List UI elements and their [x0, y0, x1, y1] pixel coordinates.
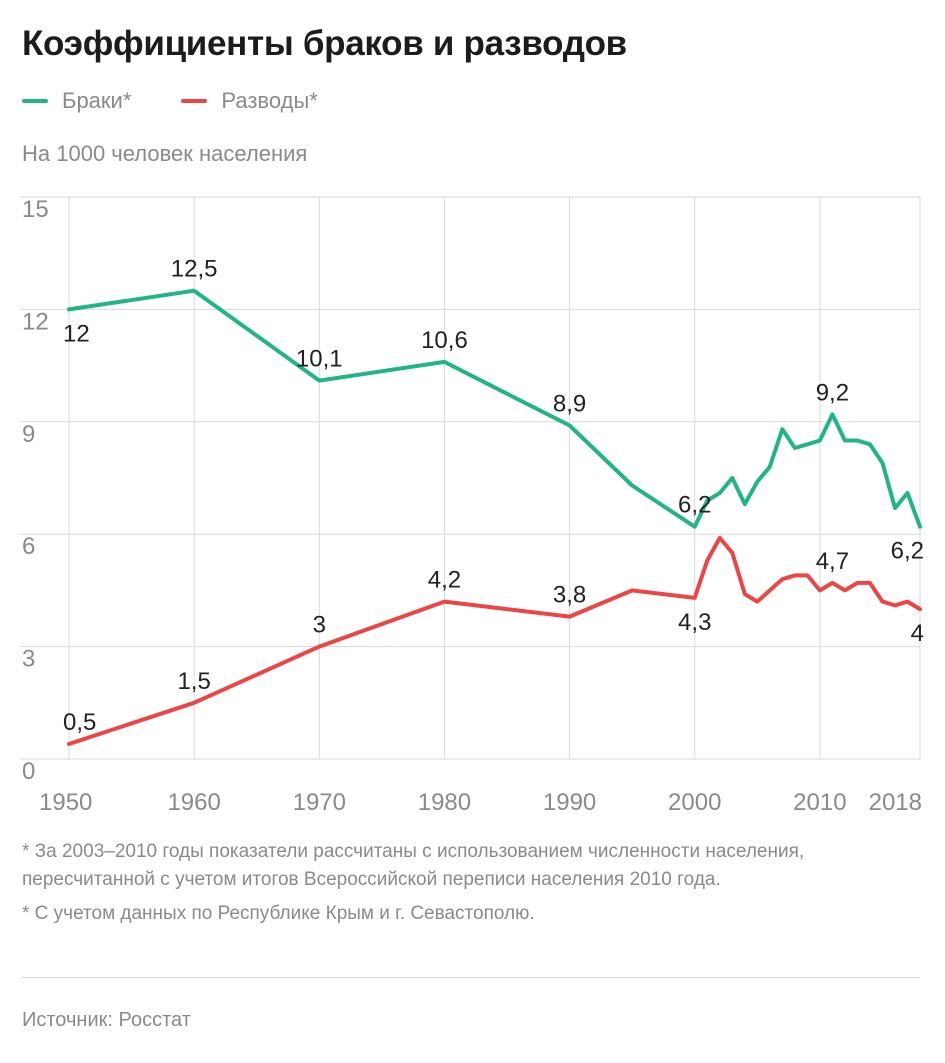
y-tick-label: 9 — [22, 421, 35, 448]
y-tick-label: 0 — [22, 758, 35, 785]
source-text: Источник: Росстат — [22, 1009, 191, 1031]
data-label: 4,7 — [816, 548, 849, 575]
line-chart: 0 3 6 9 12 15 1950 1960 1970 1980 1990 2000 2010 2018… — [20, 196, 924, 816]
series-line-marriages — [67, 288, 922, 529]
footnote-1: * За 2003–2010 годы показатели рассчитан… — [22, 841, 805, 890]
chart-title: Коэффициенты браков и разводов — [22, 24, 627, 63]
y-tick-label: 6 — [22, 533, 35, 560]
x-tick-label: 1980 — [418, 789, 471, 816]
x-tick-label: 1960 — [167, 789, 220, 816]
y-tick-label: 15 — [22, 196, 49, 223]
legend-item-marriages: Браки* — [22, 88, 131, 114]
x-tick-label: 2000 — [668, 789, 721, 816]
data-label: 8,9 — [553, 391, 586, 418]
y-tick-label: 12 — [22, 308, 49, 335]
data-label: 1,5 — [177, 668, 210, 695]
x-tick-label: 1990 — [543, 789, 596, 816]
legend-label-divorces: Разводы* — [221, 88, 318, 113]
data-label: 4,3 — [678, 609, 711, 636]
x-tick-label: 1970 — [293, 789, 346, 816]
data-label: 12 — [63, 320, 90, 347]
data-label: 10,1 — [296, 346, 343, 373]
x-tick-label: 2010 — [793, 789, 846, 816]
legend-item-divorces: Разводы* — [181, 88, 318, 114]
legend-swatch-divorces — [181, 99, 208, 103]
data-label: 6,2 — [678, 492, 711, 519]
data-label: 12,5 — [171, 256, 218, 283]
data-label: 4 — [911, 620, 924, 647]
legend-swatch-marriages — [22, 99, 48, 103]
data-label: 3 — [313, 612, 326, 639]
y-tick-label: 3 — [22, 646, 35, 673]
x-tick-label: 1950 — [39, 789, 92, 816]
data-label: 9,2 — [816, 379, 849, 406]
divider — [22, 977, 919, 978]
data-label: 3,8 — [553, 582, 586, 609]
x-tick-label: 2018 — [869, 789, 922, 816]
series-line-divorces — [67, 535, 922, 746]
chart-subtitle: На 1000 человек населения — [22, 141, 308, 166]
footnote-2: * С учетом данных по Республике Крым и г… — [22, 903, 535, 924]
data-label: 10,6 — [421, 327, 468, 354]
legend-label-marriages: Браки* — [62, 88, 132, 113]
data-label: 6,2 — [891, 538, 924, 565]
data-label: 0,5 — [63, 709, 96, 736]
data-label: 4,2 — [428, 567, 461, 594]
footnotes: * За 2003–2010 годы показатели рассчитан… — [22, 838, 922, 934]
legend: Браки* Разводы* — [22, 88, 368, 114]
